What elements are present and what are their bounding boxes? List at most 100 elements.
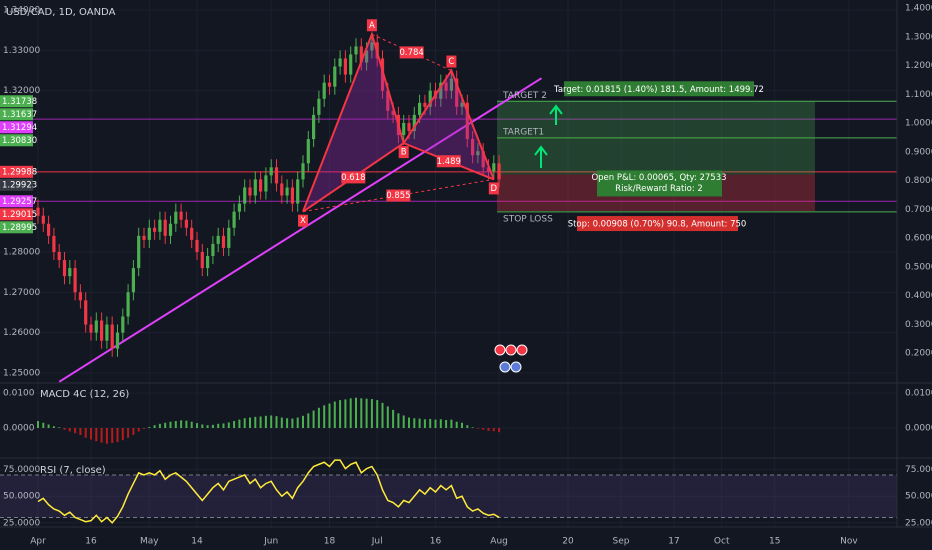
candle-body (221, 235, 226, 248)
candle-body (269, 167, 273, 176)
price-tag: 1.29257 (2, 197, 37, 207)
macd-bar (196, 423, 198, 428)
candle-body (497, 163, 501, 180)
y-tick-label: 1.32000 (3, 86, 40, 96)
macd-bar (90, 428, 92, 440)
y-tick-label: 1.26000 (3, 328, 40, 338)
macd-bar (333, 401, 336, 428)
y-tick-label: 75.0000 (3, 465, 40, 475)
candle-body (179, 211, 183, 220)
candle-body (73, 268, 77, 293)
candle-body (349, 54, 353, 75)
price-tag-bg (0, 178, 33, 191)
ratio-label: Risk/Reward Ratio: 2 (615, 184, 703, 194)
candle-body (227, 227, 231, 248)
macd-bar (423, 419, 426, 428)
event-icons (494, 344, 528, 373)
candle-body (486, 167, 491, 172)
candle-body (333, 66, 337, 87)
macd-bar (249, 417, 251, 428)
macd-bar (302, 415, 304, 428)
macd-bar (105, 428, 108, 444)
y2-tick-label: 0.3000 (905, 320, 932, 330)
candle-body (195, 239, 199, 252)
macd-bar (344, 399, 347, 428)
candle-body (153, 227, 157, 232)
candle-body (168, 223, 173, 236)
macd-bar (233, 421, 236, 428)
candle-body (455, 78, 459, 107)
candle-body (237, 203, 241, 212)
macd-bar (461, 422, 463, 428)
candle-body (465, 102, 469, 140)
candle-body (412, 114, 416, 132)
y2-tick-label: 0.4000 (905, 291, 932, 301)
arrow-up (534, 145, 548, 168)
candle-body (481, 151, 485, 168)
candle-body (131, 268, 135, 293)
candle-body (274, 167, 279, 184)
macd-bar (339, 400, 342, 428)
candle-body (248, 187, 252, 196)
x-tick-label: 18 (324, 537, 336, 547)
pane-title: RSI (7, close) (40, 465, 106, 476)
level-label: STOP LOSS (503, 214, 553, 224)
macd-bar (238, 419, 241, 428)
rsi-band (0, 474, 897, 518)
x-tick-label: Oct (714, 537, 730, 547)
macd-bar (270, 415, 273, 428)
y-tick-label: 0.0100 (905, 389, 932, 399)
y-tick-label: 50.0000 (905, 492, 932, 502)
macd-bar (52, 426, 55, 428)
macd-bar (79, 428, 82, 435)
candle-body (327, 82, 332, 87)
candle-body (444, 82, 448, 91)
macd-bar (466, 425, 469, 428)
macd-bar (434, 419, 437, 428)
stop-label: Stop: 0.00908 (0.70%) 90.8, Amount: 750 (568, 220, 747, 230)
macd-bar (190, 421, 193, 428)
candle-body (137, 235, 141, 269)
candle-body (184, 219, 188, 228)
candle-body (386, 90, 390, 111)
candle-body (110, 324, 114, 349)
candle-body (492, 163, 496, 172)
y2-tick-label: 0.5000 (905, 262, 932, 272)
price-tag-bg (0, 195, 33, 208)
chart-title: USD/CAD, 1D, OANDA (6, 7, 116, 18)
macd-bar (180, 420, 183, 428)
candle-body (380, 58, 385, 91)
macd-bar (95, 428, 98, 442)
candle-body (423, 102, 427, 107)
y-tick-label: 0.0000 (3, 424, 35, 434)
price-tag-bg (0, 95, 33, 108)
macd-bar (169, 421, 172, 428)
macd-bar (498, 428, 501, 433)
macd-bar (392, 409, 395, 428)
macd-bar (413, 418, 416, 428)
x-tick-label: Nov (840, 537, 858, 547)
macd-bar (264, 415, 267, 428)
x-tick-label: Aug (490, 537, 508, 547)
macd-bar (370, 399, 373, 428)
macd-bar (148, 426, 151, 428)
pl-label-bg (597, 170, 722, 197)
candle-body (243, 187, 247, 204)
plot (0, 31, 897, 524)
macd-bar (63, 428, 66, 430)
price-tag: 1.29988 (2, 167, 37, 177)
target-label-bg (564, 81, 754, 97)
macd-bar (376, 400, 379, 428)
candle-body (402, 122, 406, 136)
y-tick-label: 0.0100 (3, 389, 35, 399)
candle-body (232, 211, 236, 228)
candle-body (449, 78, 453, 91)
candle-body (290, 187, 294, 204)
macd-bar (429, 418, 432, 428)
y-tick-label: 1.25000 (3, 368, 40, 378)
y-tick-label: 25.0000 (905, 518, 932, 528)
macd-bar (143, 428, 145, 430)
macd-bar (418, 418, 421, 428)
macd-bar (450, 419, 453, 428)
